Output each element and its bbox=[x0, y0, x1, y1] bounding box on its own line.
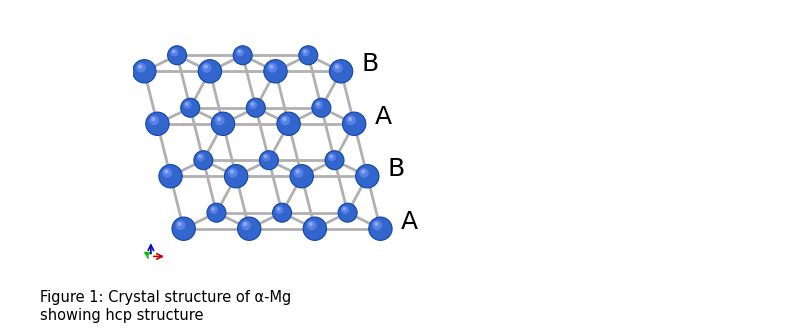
Circle shape bbox=[167, 46, 186, 65]
Circle shape bbox=[303, 50, 307, 53]
Circle shape bbox=[215, 115, 224, 125]
Circle shape bbox=[356, 165, 379, 188]
Circle shape bbox=[303, 217, 326, 240]
Circle shape bbox=[185, 102, 189, 106]
Circle shape bbox=[243, 222, 247, 226]
Circle shape bbox=[172, 217, 195, 240]
Circle shape bbox=[241, 220, 251, 230]
Circle shape bbox=[224, 165, 248, 188]
Text: B: B bbox=[388, 157, 405, 181]
Circle shape bbox=[159, 165, 182, 188]
Circle shape bbox=[372, 220, 382, 230]
Circle shape bbox=[178, 222, 182, 226]
Circle shape bbox=[194, 151, 213, 170]
Circle shape bbox=[198, 155, 201, 158]
Circle shape bbox=[348, 117, 352, 121]
Circle shape bbox=[299, 46, 318, 65]
Circle shape bbox=[264, 59, 287, 83]
Circle shape bbox=[329, 59, 352, 83]
Circle shape bbox=[210, 206, 218, 214]
Circle shape bbox=[198, 59, 221, 83]
Circle shape bbox=[361, 169, 365, 174]
Circle shape bbox=[238, 50, 241, 53]
Circle shape bbox=[307, 220, 317, 230]
Circle shape bbox=[276, 206, 284, 214]
Circle shape bbox=[269, 65, 273, 69]
Circle shape bbox=[343, 112, 366, 135]
Circle shape bbox=[181, 98, 200, 117]
Text: A: A bbox=[374, 105, 392, 129]
Circle shape bbox=[343, 207, 346, 211]
Circle shape bbox=[329, 155, 333, 158]
Circle shape bbox=[204, 65, 208, 69]
Text: B: B bbox=[362, 52, 378, 76]
Circle shape bbox=[328, 154, 336, 161]
Circle shape bbox=[238, 217, 261, 240]
Circle shape bbox=[335, 65, 339, 69]
Circle shape bbox=[133, 59, 156, 83]
Text: A: A bbox=[401, 210, 418, 234]
Circle shape bbox=[172, 50, 175, 53]
Circle shape bbox=[374, 222, 378, 226]
Circle shape bbox=[151, 117, 156, 121]
Circle shape bbox=[262, 154, 270, 161]
Circle shape bbox=[346, 115, 356, 125]
Circle shape bbox=[316, 102, 320, 106]
Circle shape bbox=[314, 101, 323, 109]
Circle shape bbox=[277, 112, 300, 135]
Circle shape bbox=[236, 48, 244, 56]
Circle shape bbox=[309, 222, 313, 226]
Circle shape bbox=[183, 101, 191, 109]
Circle shape bbox=[282, 117, 287, 121]
Circle shape bbox=[136, 63, 146, 73]
Circle shape bbox=[359, 168, 369, 178]
Circle shape bbox=[267, 63, 277, 73]
Circle shape bbox=[295, 169, 299, 174]
Text: Figure 1: Crystal structure of α-Mg
showing hcp structure: Figure 1: Crystal structure of α-Mg show… bbox=[40, 290, 291, 323]
Circle shape bbox=[280, 115, 290, 125]
Circle shape bbox=[277, 207, 280, 211]
Circle shape bbox=[164, 169, 168, 174]
Circle shape bbox=[369, 217, 392, 240]
Circle shape bbox=[175, 220, 186, 230]
Circle shape bbox=[149, 115, 159, 125]
Circle shape bbox=[145, 112, 169, 135]
Circle shape bbox=[233, 46, 252, 65]
Circle shape bbox=[341, 206, 349, 214]
Circle shape bbox=[216, 117, 221, 121]
Circle shape bbox=[325, 151, 344, 170]
Circle shape bbox=[250, 102, 254, 106]
Circle shape bbox=[259, 151, 278, 170]
Circle shape bbox=[249, 101, 257, 109]
Circle shape bbox=[264, 155, 267, 158]
Circle shape bbox=[273, 203, 292, 222]
Circle shape bbox=[333, 63, 343, 73]
Circle shape bbox=[207, 203, 226, 222]
Circle shape bbox=[230, 169, 234, 174]
Circle shape bbox=[228, 168, 238, 178]
Circle shape bbox=[294, 168, 303, 178]
Circle shape bbox=[312, 98, 331, 117]
Circle shape bbox=[338, 203, 357, 222]
Circle shape bbox=[197, 154, 205, 161]
Circle shape bbox=[201, 63, 212, 73]
Circle shape bbox=[302, 48, 310, 56]
Circle shape bbox=[246, 98, 265, 117]
Circle shape bbox=[138, 65, 142, 69]
Circle shape bbox=[212, 207, 215, 211]
Circle shape bbox=[163, 168, 172, 178]
Circle shape bbox=[290, 165, 314, 188]
Circle shape bbox=[212, 112, 235, 135]
Circle shape bbox=[171, 48, 179, 56]
